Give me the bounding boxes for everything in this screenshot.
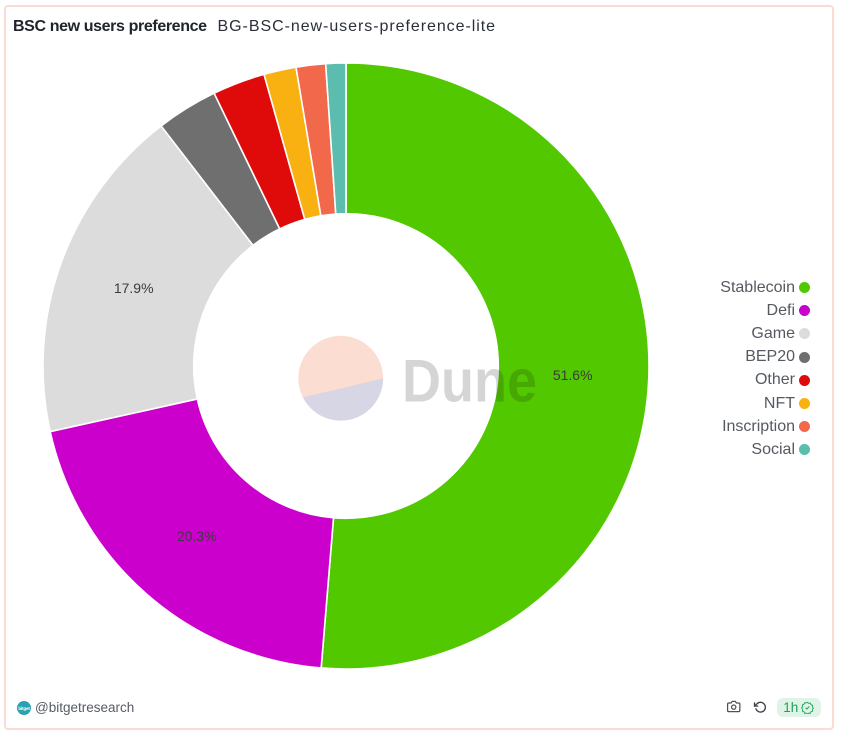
svg-text:bitget: bitget — [18, 705, 30, 710]
svg-text:Dune: Dune — [402, 348, 537, 415]
